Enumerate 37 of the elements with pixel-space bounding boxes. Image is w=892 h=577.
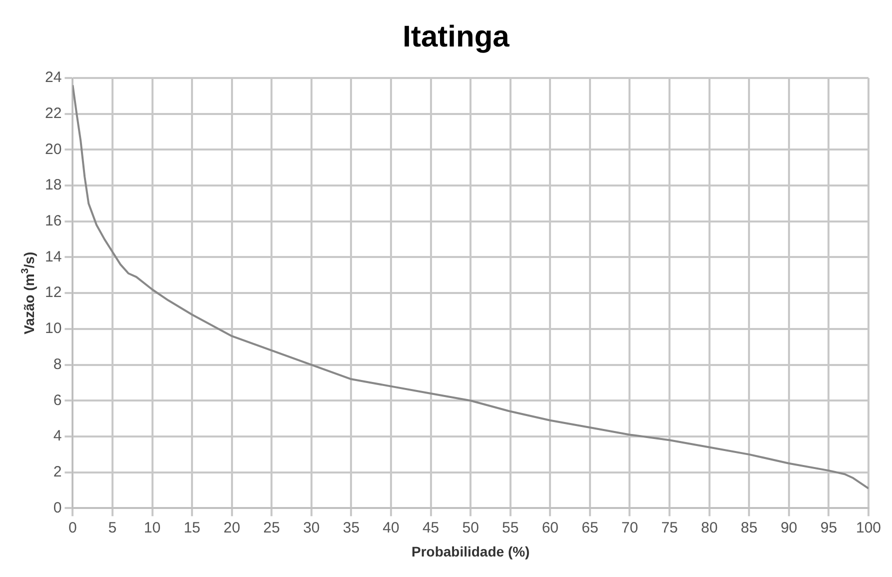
- x-tick-label: 60: [542, 519, 559, 536]
- y-tick-label: 4: [53, 428, 62, 445]
- x-tick-label: 50: [462, 519, 479, 536]
- x-axis-title: Probabilidade (%): [411, 543, 530, 560]
- y-tick-label: 10: [44, 320, 62, 338]
- y-tick-label: 24: [44, 69, 62, 86]
- y-tick-label: 16: [44, 212, 62, 230]
- x-tick-label: 90: [780, 519, 798, 536]
- x-tick-label: 75: [661, 519, 678, 536]
- x-tick-label: 65: [582, 519, 598, 536]
- x-tick-label: 80: [700, 519, 718, 536]
- y-tick-label: 2: [53, 463, 62, 480]
- x-tick-label: 55: [502, 519, 519, 536]
- chart-title: Itatinga: [402, 20, 510, 54]
- x-tick-label: 85: [740, 519, 758, 536]
- x-tick-label: 40: [382, 519, 400, 536]
- x-tick-label: 30: [303, 519, 320, 536]
- x-tick-label: 10: [144, 519, 161, 536]
- x-tick-label: 0: [68, 519, 77, 536]
- y-tick-label: 12: [44, 284, 62, 302]
- y-tick-label: 20: [44, 140, 62, 158]
- y-tick-label: 6: [53, 392, 62, 409]
- y-axis-title: Vazão (m3/s): [20, 252, 37, 334]
- x-tick-label: 100: [856, 519, 881, 536]
- x-tick-label: 25: [263, 519, 280, 536]
- x-tick-label: 45: [422, 519, 440, 536]
- y-tick-label: 0: [53, 499, 62, 516]
- x-tick-label: 70: [621, 519, 638, 536]
- y-tick-label: 18: [44, 176, 62, 194]
- x-tick-label: 15: [184, 519, 200, 536]
- x-tick-label: 20: [224, 519, 240, 536]
- x-tick-label: 5: [108, 519, 117, 536]
- x-tick-label: 35: [342, 519, 360, 536]
- y-tick-label: 22: [44, 104, 62, 122]
- y-tick-label: 14: [44, 248, 62, 266]
- x-tick-label: 95: [820, 519, 838, 536]
- y-tick-label: 8: [53, 356, 62, 373]
